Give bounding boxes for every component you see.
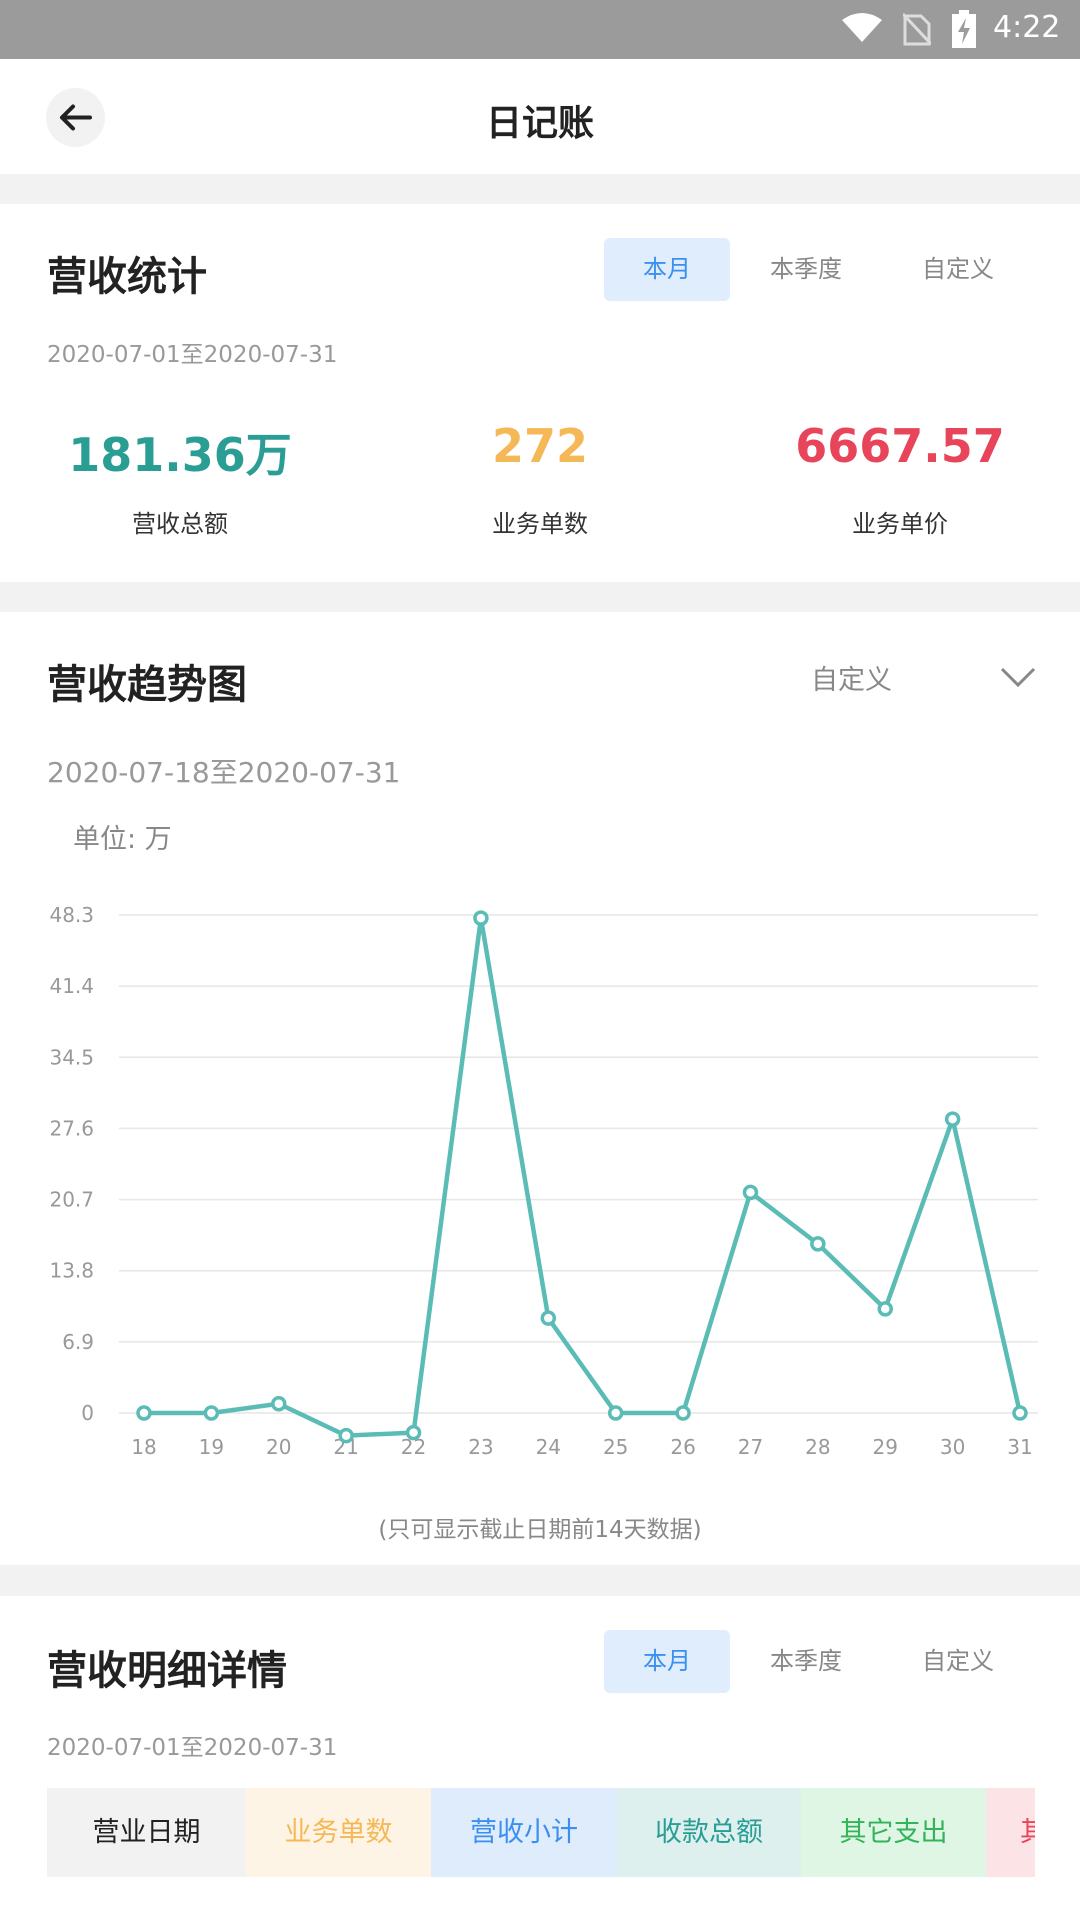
data-point [136, 1405, 152, 1421]
tab-this-quarter[interactable]: 本季度 [770, 255, 842, 283]
series-line [144, 915, 1023, 1438]
column-other-expense[interactable]: 其它支出 [801, 1788, 986, 1877]
data-point [1012, 1405, 1028, 1421]
data-point [405, 1424, 422, 1441]
total-revenue-value: 181.36万 [68, 428, 292, 482]
total-revenue-label: 营收总额 [132, 510, 228, 538]
data-point [607, 1405, 624, 1421]
revenue-details-card: 营收明细详情 本月 本季度 自定义 2020-07-01至2020-07-31 … [0, 1596, 1080, 1920]
status-time: 4:22 [993, 10, 1061, 45]
status-bar: 4:22 [0, 0, 1080, 59]
revenue-line-chart: 06.913.820.727.634.541.448.318 19 20 21 22 23… [49, 903, 1038, 1459]
x-tick-label: 30 [940, 1435, 965, 1459]
data-point [944, 1111, 961, 1127]
y-tick-label: 48.3 [49, 903, 94, 927]
y-tick-label: 27.6 [49, 1116, 94, 1140]
data-point [810, 1236, 826, 1252]
chart-note: (只可显示截止日期前14天数据) [378, 1517, 702, 1543]
x-tick-label: 28 [805, 1435, 830, 1459]
date-range: 2020-07-01至2020-07-31 [47, 342, 338, 368]
unit-price-value: 6667.57 [795, 419, 1005, 473]
tab-custom[interactable]: 自定义 [922, 1647, 994, 1675]
data-point [203, 1405, 220, 1421]
tab-custom[interactable]: 自定义 [922, 255, 994, 283]
wifi-icon [842, 13, 882, 42]
date-range: 2020-07-18至2020-07-31 [47, 756, 401, 789]
y-tick-label: 13.8 [49, 1259, 94, 1283]
date-range: 2020-07-01至2020-07-31 [47, 1735, 338, 1761]
chevron-down-icon[interactable] [1000, 666, 1036, 688]
back-button[interactable] [46, 88, 105, 147]
data-point [338, 1427, 354, 1444]
x-tick-label: 23 [468, 1435, 493, 1459]
x-tick-label: 25 [603, 1435, 628, 1459]
data-point [675, 1405, 691, 1421]
x-tick-label: 18 [131, 1435, 156, 1459]
revenue-stats-card: 营收统计 本月 本季度 自定义 2020-07-01至2020-07-31 18… [0, 204, 1080, 582]
order-count-label: 业务单数 [492, 510, 588, 538]
app-header: 日记账 [0, 59, 1080, 174]
section-title: 营收统计 [47, 254, 207, 300]
column-business-date[interactable]: 营业日期 [47, 1788, 246, 1877]
unit-label: 单位: 万 [73, 824, 172, 855]
y-tick-label: 6.9 [62, 1330, 94, 1354]
column-other-truncated[interactable]: 其 [986, 1788, 1035, 1877]
arrow-left-icon [60, 104, 92, 131]
data-point [877, 1301, 893, 1317]
data-point [540, 1310, 557, 1326]
column-order-count[interactable]: 业务单数 [246, 1788, 431, 1877]
data-point [271, 1395, 287, 1412]
dropdown-label: 自定义 [811, 665, 892, 696]
details-table-header: 营业日期 业务单数 营收小计 收款总额 其它支出 其 [47, 1788, 1035, 1877]
unit-price-label: 业务单价 [852, 510, 948, 538]
x-tick-label: 27 [738, 1435, 763, 1459]
tab-this-month[interactable]: 本月 [604, 1630, 730, 1693]
y-tick-label: 34.5 [49, 1045, 94, 1069]
y-tick-label: 20.7 [49, 1188, 94, 1212]
section-title: 营收明细详情 [47, 1648, 287, 1694]
column-revenue-subtotal[interactable]: 营收小计 [431, 1788, 617, 1877]
x-tick-label: 26 [670, 1435, 695, 1459]
data-point [742, 1184, 759, 1201]
section-title: 营收趋势图 [47, 662, 247, 708]
revenue-trend-card: 营收趋势图 自定义 2020-07-18至2020-07-31 单位: 万 0 6… [0, 612, 1080, 1565]
x-tick-label: 19 [199, 1435, 224, 1459]
no-sim-icon [903, 12, 931, 46]
y-tick-label: 0 [81, 1401, 94, 1425]
tab-this-quarter[interactable]: 本季度 [770, 1647, 842, 1675]
tab-this-month[interactable]: 本月 [604, 238, 730, 301]
column-payment-total[interactable]: 收款总额 [617, 1788, 801, 1877]
x-tick-label: 20 [266, 1435, 291, 1459]
x-tick-label: 31 [1007, 1435, 1032, 1459]
data-point [473, 910, 489, 926]
order-count-value: 272 [491, 419, 589, 473]
x-tick-label: 29 [873, 1435, 898, 1459]
x-tick-label: 24 [536, 1435, 561, 1459]
y-tick-label: 41.4 [49, 974, 94, 998]
page-title: 日记账 [485, 103, 594, 144]
battery-charging-icon [952, 10, 976, 48]
